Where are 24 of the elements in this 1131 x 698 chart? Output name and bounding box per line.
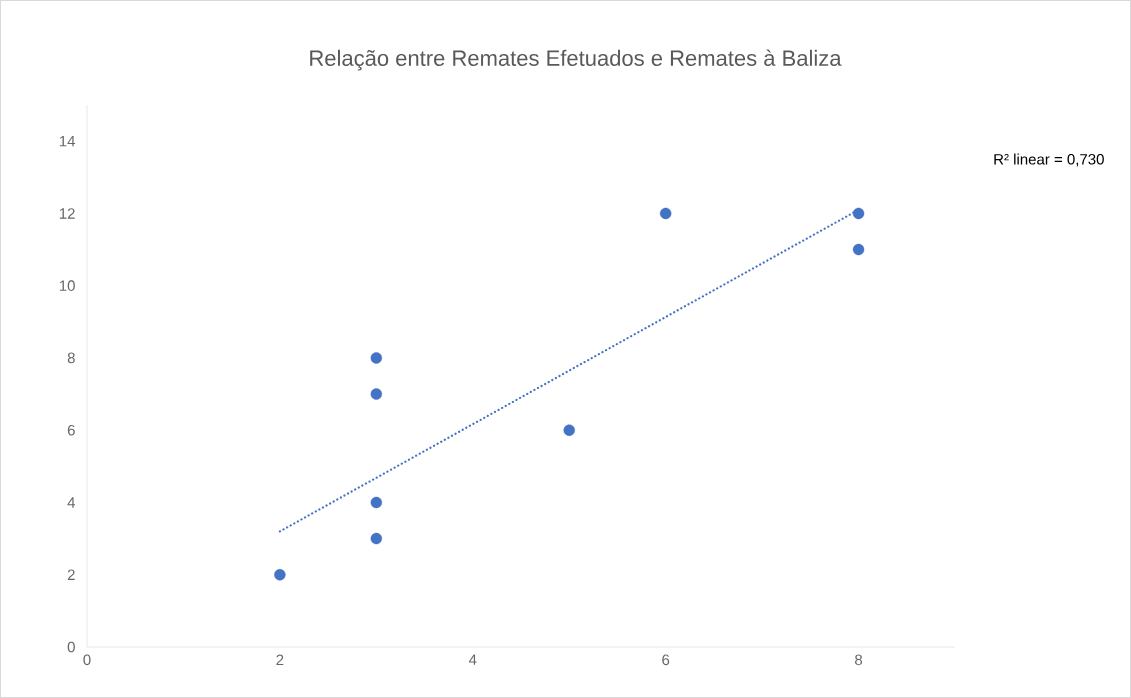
point — [852, 243, 865, 256]
x-tick-label: 4 — [468, 654, 477, 665]
point — [659, 207, 672, 220]
point — [370, 496, 383, 509]
x-tick-label: 0 — [83, 654, 91, 666]
point — [274, 569, 286, 581]
text: R² linear = 0,730 — [994, 153, 1104, 167]
y-tick-label: 8 — [67, 352, 75, 364]
chart-title: Relação entre Remates Efetuados e Remates à Baliza — [310, 49, 842, 71]
point — [370, 388, 383, 400]
point — [563, 424, 575, 436]
x-tick-label: 6 — [662, 654, 670, 666]
y-tick-label: 4 — [67, 497, 76, 508]
y-tick-label: 12 — [59, 208, 75, 219]
x-tick-label: 8 — [855, 654, 863, 666]
point — [370, 352, 383, 364]
x-tick-label: 2 — [276, 654, 284, 666]
point — [852, 207, 865, 220]
y-tick-label: 0 — [67, 641, 75, 653]
point — [370, 532, 383, 545]
y-tick-label: 6 — [67, 424, 75, 436]
y-tick-label: 2 — [67, 569, 75, 580]
y-tick-label: 14 — [59, 135, 76, 147]
y-tick-label: 10 — [59, 280, 75, 291]
